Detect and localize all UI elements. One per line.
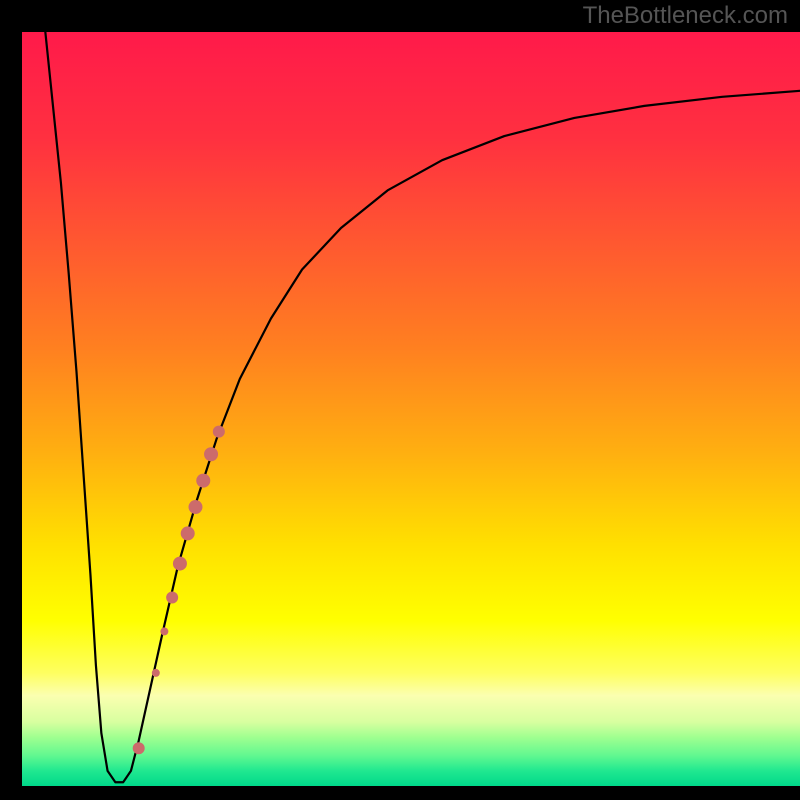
data-marker [213, 426, 225, 438]
plot-area [22, 32, 800, 786]
data-marker [196, 474, 210, 488]
data-marker [160, 627, 168, 635]
data-marker [152, 669, 160, 677]
data-marker [173, 557, 187, 571]
data-marker [166, 592, 178, 604]
watermark-text: TheBottleneck.com [583, 2, 788, 30]
chart-container: TheBottleneck.com [0, 0, 800, 800]
data-marker [188, 500, 202, 514]
bottleneck-curve [45, 32, 800, 782]
chart-svg [22, 32, 800, 786]
data-marker [133, 742, 145, 754]
data-marker [181, 526, 195, 540]
data-marker [204, 447, 218, 461]
